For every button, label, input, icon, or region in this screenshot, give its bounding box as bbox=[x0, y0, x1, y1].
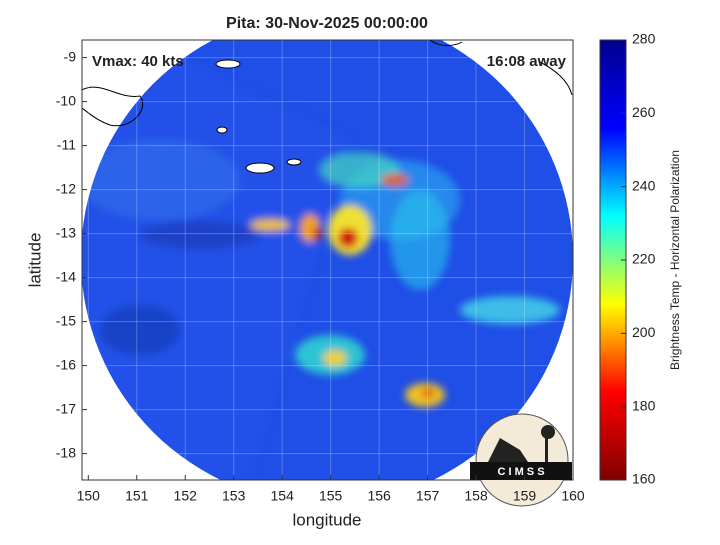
x-tick-label: 156 bbox=[367, 488, 391, 504]
y-tick-label: -12 bbox=[56, 180, 76, 196]
x-tick-label: 158 bbox=[464, 488, 488, 504]
y-tick-label: -15 bbox=[56, 312, 76, 328]
y-tick-label: -18 bbox=[56, 444, 76, 460]
annotation: Vmax: 40 kts bbox=[92, 53, 184, 70]
colorbar-tick-label: 180 bbox=[632, 397, 656, 413]
x-tick-label: 150 bbox=[77, 488, 101, 504]
colorbar-tick-label: 200 bbox=[632, 324, 656, 340]
y-tick-label: -9 bbox=[64, 48, 77, 64]
x-tick-label: 151 bbox=[125, 488, 149, 504]
x-tick-label: 160 bbox=[561, 488, 585, 504]
y-tick-label: -10 bbox=[56, 92, 76, 108]
x-tick-label: 159 bbox=[513, 488, 537, 504]
y-axis-label: latitude bbox=[25, 233, 44, 288]
x-tick-label: 152 bbox=[174, 488, 198, 504]
y-tick-label: -13 bbox=[56, 224, 76, 240]
y-tick-label: -17 bbox=[56, 400, 76, 416]
colorbar-tick-label: 280 bbox=[632, 31, 656, 47]
y-tick-label: -14 bbox=[56, 268, 76, 284]
y-tick-label: -16 bbox=[56, 356, 76, 372]
x-tick-label: 154 bbox=[271, 488, 295, 504]
logo-text: C I M S S bbox=[497, 466, 544, 478]
colorbar-tick-label: 240 bbox=[632, 177, 656, 193]
x-tick-label: 155 bbox=[319, 488, 343, 504]
colorbar-tick-label: 220 bbox=[632, 251, 656, 267]
chart-title: Pita: 30-Nov-2025 00:00:00 bbox=[226, 15, 428, 32]
map-field bbox=[82, 40, 573, 480]
axes-frame bbox=[81, 39, 574, 481]
logo: C I M S S bbox=[470, 413, 572, 507]
colorbar-label: Brightness Temp - Horizontal Polarizatio… bbox=[668, 150, 682, 370]
annotation: 16:08 away bbox=[487, 53, 567, 70]
x-tick-label: 157 bbox=[416, 488, 440, 504]
y-tick-label: -11 bbox=[57, 136, 76, 152]
colorbar-tick-label: 260 bbox=[632, 104, 656, 120]
x-tick-label: 153 bbox=[222, 488, 246, 504]
colorbar-tick-label: 160 bbox=[632, 471, 656, 487]
x-axis-label: longitude bbox=[292, 510, 361, 529]
